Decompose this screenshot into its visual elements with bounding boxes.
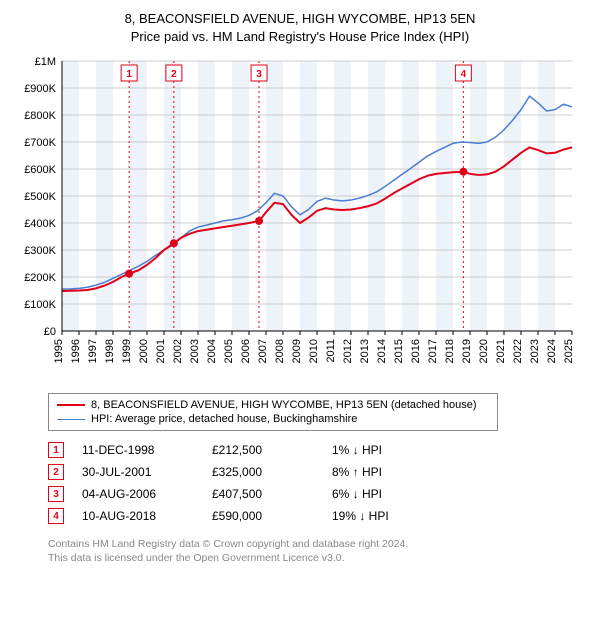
footer-attribution: Contains HM Land Registry data © Crown c… xyxy=(48,537,586,565)
svg-text:£600K: £600K xyxy=(24,164,56,176)
svg-text:£100K: £100K xyxy=(24,299,56,311)
svg-text:2022: 2022 xyxy=(512,339,524,363)
legend-row: HPI: Average price, detached house, Buck… xyxy=(57,412,489,426)
legend-swatch xyxy=(57,404,85,406)
transaction-flag: 3 xyxy=(48,486,64,502)
svg-text:2020: 2020 xyxy=(478,339,490,363)
svg-text:2002: 2002 xyxy=(172,339,184,363)
transaction-hpi-delta: 1% ↓ HPI xyxy=(332,443,452,457)
svg-text:2025: 2025 xyxy=(563,339,575,363)
transaction-price: £590,000 xyxy=(212,509,332,523)
svg-text:£1M: £1M xyxy=(35,56,56,68)
svg-text:2003: 2003 xyxy=(189,339,201,363)
svg-text:£400K: £400K xyxy=(24,218,56,230)
table-row: 3 04-AUG-2006£407,5006% ↓ HPI xyxy=(48,483,586,505)
transaction-flag: 1 xyxy=(48,442,64,458)
transaction-hpi-delta: 6% ↓ HPI xyxy=(332,487,452,501)
legend-label: HPI: Average price, detached house, Buck… xyxy=(91,413,357,425)
footer-line: Contains HM Land Registry data © Crown c… xyxy=(48,537,586,551)
svg-text:2004: 2004 xyxy=(206,339,218,363)
legend-swatch xyxy=(57,419,85,420)
svg-text:2017: 2017 xyxy=(427,339,439,363)
page-subtitle: Price paid vs. HM Land Registry's House … xyxy=(14,28,586,46)
price-chart: £0 £100K £200K £300K £400K £500K £600K £700K £80… xyxy=(14,53,586,383)
svg-text:2015: 2015 xyxy=(393,339,405,363)
svg-text:1997: 1997 xyxy=(87,339,99,363)
svg-text:2023: 2023 xyxy=(529,339,541,363)
svg-text:2001: 2001 xyxy=(155,339,167,363)
svg-text:2006: 2006 xyxy=(240,339,252,363)
svg-text:1995: 1995 xyxy=(53,339,65,363)
svg-text:2009: 2009 xyxy=(291,339,303,363)
svg-text:£0: £0 xyxy=(44,326,56,338)
svg-text:2: 2 xyxy=(171,69,177,80)
transaction-flag: 2 xyxy=(48,464,64,480)
svg-text:2019: 2019 xyxy=(461,339,473,363)
table-row: 2 30-JUL-2001£325,0008% ↑ HPI xyxy=(48,461,586,483)
svg-text:2016: 2016 xyxy=(410,339,422,363)
svg-text:2005: 2005 xyxy=(223,339,235,363)
svg-text:1: 1 xyxy=(126,69,132,80)
svg-text:2008: 2008 xyxy=(274,339,286,363)
svg-text:£200K: £200K xyxy=(24,272,56,284)
svg-text:2012: 2012 xyxy=(342,339,354,363)
footer-line: This data is licensed under the Open Gov… xyxy=(48,551,586,565)
transaction-date: 30-JUL-2001 xyxy=(82,465,212,479)
svg-text:£700K: £700K xyxy=(24,137,56,149)
transaction-hpi-delta: 8% ↑ HPI xyxy=(332,465,452,479)
svg-text:2024: 2024 xyxy=(546,339,558,363)
svg-text:£900K: £900K xyxy=(24,83,56,95)
svg-text:1998: 1998 xyxy=(104,339,116,363)
svg-text:2014: 2014 xyxy=(376,339,388,363)
transaction-date: 10-AUG-2018 xyxy=(82,509,212,523)
transaction-price: £407,500 xyxy=(212,487,332,501)
transaction-date: 04-AUG-2006 xyxy=(82,487,212,501)
svg-text:1996: 1996 xyxy=(70,339,82,363)
svg-text:£800K: £800K xyxy=(24,110,56,122)
chart-legend: 8, BEACONSFIELD AVENUE, HIGH WYCOMBE, HP… xyxy=(48,393,498,431)
svg-text:£300K: £300K xyxy=(24,245,56,257)
svg-text:1999: 1999 xyxy=(121,339,133,363)
transactions-table: 1 11-DEC-1998£212,5001% ↓ HPI 2 30-JUL-2001… xyxy=(48,439,586,527)
svg-text:2000: 2000 xyxy=(138,339,150,363)
transaction-price: £325,000 xyxy=(212,465,332,479)
svg-text:2018: 2018 xyxy=(444,339,456,363)
svg-text:4: 4 xyxy=(461,69,467,80)
legend-label: 8, BEACONSFIELD AVENUE, HIGH WYCOMBE, HP… xyxy=(91,399,477,411)
svg-text:2011: 2011 xyxy=(325,339,337,363)
table-row: 1 11-DEC-1998£212,5001% ↓ HPI xyxy=(48,439,586,461)
transaction-hpi-delta: 19% ↓ HPI xyxy=(332,509,452,523)
transaction-flag: 4 xyxy=(48,508,64,524)
transaction-price: £212,500 xyxy=(212,443,332,457)
page-title: 8, BEACONSFIELD AVENUE, HIGH WYCOMBE, HP… xyxy=(14,10,586,28)
transaction-date: 11-DEC-1998 xyxy=(82,443,212,457)
legend-row: 8, BEACONSFIELD AVENUE, HIGH WYCOMBE, HP… xyxy=(57,398,489,412)
svg-text:2013: 2013 xyxy=(359,339,371,363)
svg-text:2010: 2010 xyxy=(308,339,320,363)
svg-text:3: 3 xyxy=(256,69,262,80)
svg-text:2021: 2021 xyxy=(495,339,507,363)
table-row: 4 10-AUG-2018£590,00019% ↓ HPI xyxy=(48,505,586,527)
svg-text:£500K: £500K xyxy=(24,191,56,203)
svg-text:2007: 2007 xyxy=(257,339,269,363)
